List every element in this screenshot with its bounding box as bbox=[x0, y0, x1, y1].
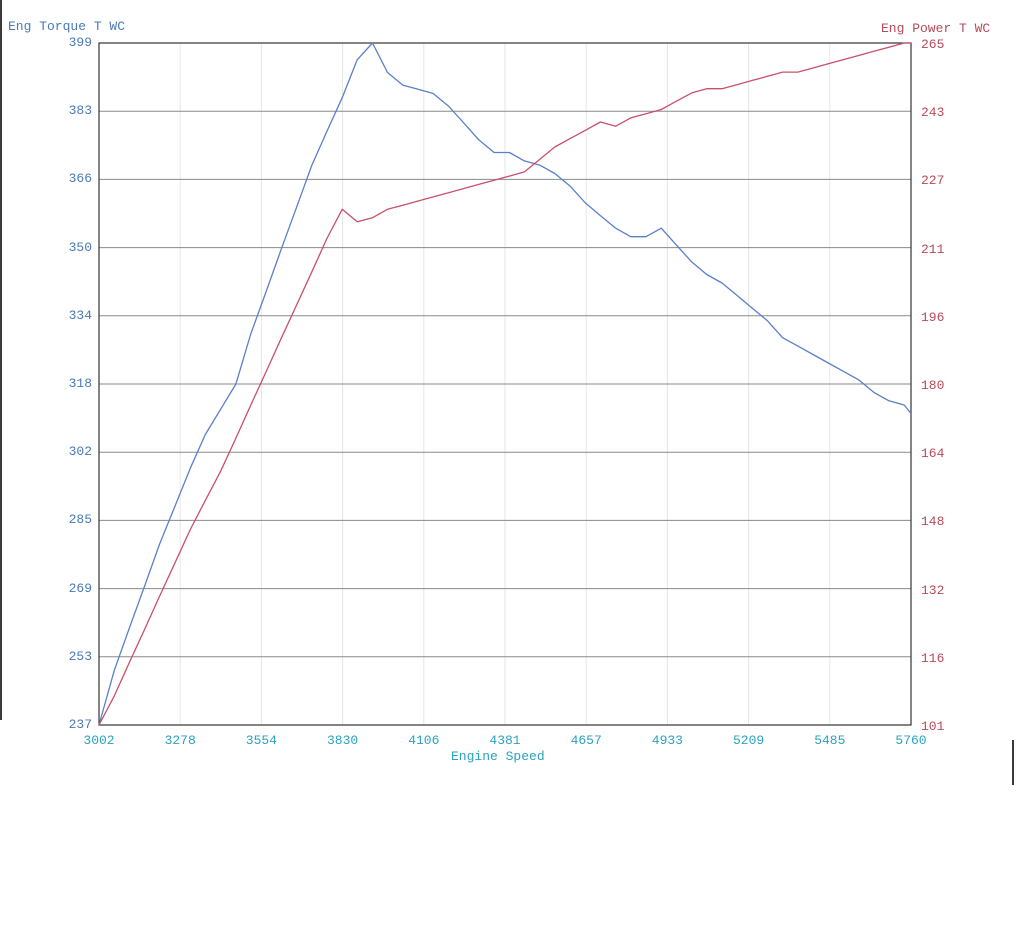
plot-frame bbox=[98, 42, 912, 726]
y-right-tick-label: 180 bbox=[921, 378, 945, 393]
scan-edge-right bbox=[1012, 740, 1014, 785]
torque-series-line bbox=[98, 42, 912, 726]
x-tick-label: 5209 bbox=[732, 733, 765, 748]
y-left-tick-label: 350 bbox=[68, 239, 92, 255]
x-tick-label: 3554 bbox=[245, 733, 277, 748]
x-tick-label: 5760 bbox=[895, 733, 927, 748]
y-left-tick-label: 269 bbox=[68, 580, 92, 596]
power-series-line bbox=[98, 42, 911, 726]
y-left-tick-label: 383 bbox=[68, 103, 92, 119]
x-tick-label: 5485 bbox=[814, 733, 846, 748]
y-left-tick-label: 285 bbox=[68, 512, 92, 528]
y-right-tick-label: 196 bbox=[921, 309, 945, 325]
y-left-tick-label: 253 bbox=[68, 648, 92, 664]
scan-edge-left bbox=[0, 0, 2, 720]
right-axis-title: Eng Power T WC bbox=[881, 21, 991, 36]
x-tick-label: 3278 bbox=[164, 733, 196, 748]
y-right-tick-label: 116 bbox=[921, 650, 945, 666]
y-left-tick-label: 366 bbox=[68, 171, 92, 187]
x-axis-title: Engine Speed bbox=[451, 749, 545, 764]
y-left-tick-label: 302 bbox=[68, 444, 92, 460]
x-tick-label: 3002 bbox=[83, 733, 115, 748]
x-tick-label: 4106 bbox=[408, 733, 440, 748]
x-tick-label: 4381 bbox=[489, 733, 521, 748]
y-right-tick-label: 243 bbox=[921, 105, 945, 121]
y-right-tick-label: 101 bbox=[921, 719, 945, 734]
y-left-tick-label: 237 bbox=[68, 717, 92, 732]
y-left-tick-label: 399 bbox=[68, 35, 92, 50]
y-right-tick-label: 164 bbox=[921, 446, 945, 462]
y-right-tick-label: 148 bbox=[921, 514, 945, 530]
y-right-tick-label: 265 bbox=[921, 37, 945, 52]
left-axis-title: Eng Torque T WC bbox=[8, 19, 126, 34]
y-right-tick-label: 211 bbox=[921, 241, 945, 257]
y-right-tick-label: 132 bbox=[921, 582, 945, 598]
y-left-tick-label: 318 bbox=[68, 376, 92, 391]
y-left-tick-label: 334 bbox=[68, 307, 92, 323]
x-tick-label: 3830 bbox=[326, 733, 359, 748]
x-tick-label: 4933 bbox=[651, 733, 683, 748]
x-tick-label: 4657 bbox=[570, 733, 602, 748]
y-right-tick-label: 227 bbox=[921, 173, 945, 189]
